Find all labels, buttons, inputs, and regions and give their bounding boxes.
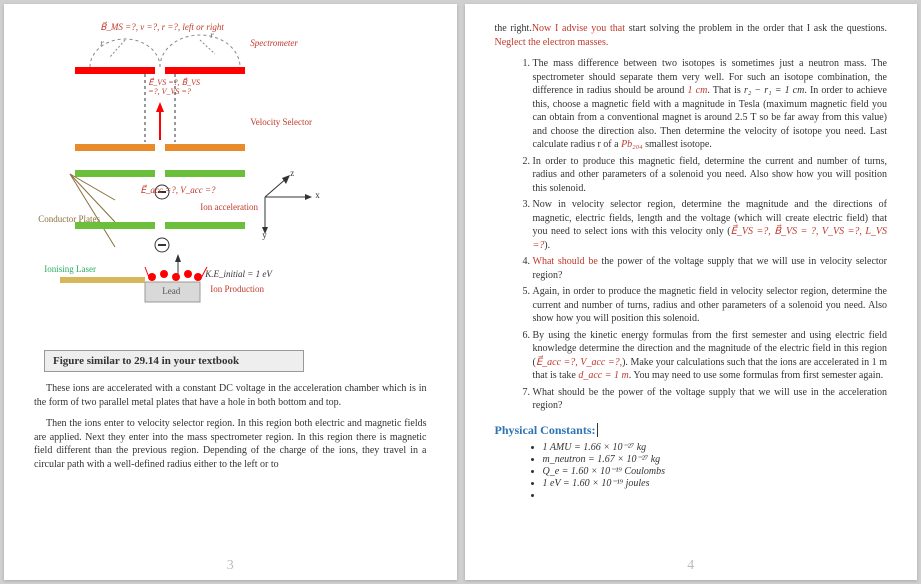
axis-y: y (262, 230, 267, 240)
cond-label: Conductor Plates (38, 214, 100, 224)
constants-heading: Physical Constants: (495, 423, 888, 438)
question-1: The mass difference between two isotopes… (533, 57, 888, 152)
axis-z: z (290, 168, 294, 178)
question-7: What should be the power of the voltage … (533, 386, 888, 413)
page-number-right: 4 (687, 558, 694, 574)
constants-list: 1 AMU = 1.66 × 10⁻²⁷ kgm_neutron = 1.67 … (495, 442, 888, 501)
ion-acc-label: Ion acceleration (200, 202, 258, 212)
page-left: B⃗_MS =?, v =?, r =?, left or right (4, 4, 457, 580)
diagram-svg (40, 22, 420, 342)
figure-diagram: B⃗_MS =?, v =?, r =?, left or right (40, 22, 420, 342)
figure-caption: Figure similar to 29.14 in your textbook (44, 350, 304, 372)
question-list: The mass difference between two isotopes… (495, 57, 888, 413)
ke-label: K.E_initial = 1 eV (205, 269, 272, 279)
vs-label: Velocity Selector (250, 117, 312, 127)
page-number-left: 3 (227, 558, 234, 574)
intro-a: the right. (495, 23, 532, 34)
question-2: In order to produce this magnetic field,… (533, 155, 888, 196)
radius-r1: r (210, 30, 214, 40)
acc-fields: E⃗_acc =?, V_acc =? (140, 185, 215, 196)
constants-title-text: Physical Constants: (495, 423, 596, 437)
radius-r2: r (100, 38, 104, 48)
question-3: Now in velocity selector region, determi… (533, 198, 888, 252)
axis-x: x (315, 190, 320, 200)
text-cursor (596, 423, 598, 437)
lead-label: Lead (162, 286, 180, 296)
constant-2: m_neutron = 1.67 × 10⁻²⁷ kg (543, 454, 888, 465)
spectrometer-label: Spectrometer (250, 38, 298, 48)
para-acc: These ions are accelerated with a consta… (34, 382, 427, 409)
constant-5 (543, 490, 888, 501)
page-right: the right.Now I advise you that start so… (465, 4, 918, 580)
constant-4: 1 eV = 1.60 × 10⁻¹⁹ joules (543, 478, 888, 489)
constant-1: 1 AMU = 1.66 × 10⁻²⁷ kg (543, 442, 888, 453)
intro-para: the right.Now I advise you that start so… (495, 22, 888, 49)
intro-d: Neglect the electron masses. (495, 37, 609, 48)
intro-b: Now I advise you that (532, 23, 629, 34)
constant-3: Q_e = 1.60 × 10⁻¹⁹ Coulombs (543, 466, 888, 477)
question-4: What should be the power of the voltage … (533, 255, 888, 282)
vs-fields: E⃗_VS =?, B⃗_VS =?, V_VS =? (148, 79, 200, 97)
para-vs: Then the ions enter to velocity selector… (34, 417, 427, 471)
question-5: Again, in order to produce the magnetic … (533, 285, 888, 326)
question-6: By using the kinetic energy formulas fro… (533, 329, 888, 383)
intro-c: start solving the problem in the order t… (629, 23, 887, 34)
ion-prod-label: Ion Production (210, 284, 264, 294)
laser-label: Ionising Laser (44, 264, 96, 274)
